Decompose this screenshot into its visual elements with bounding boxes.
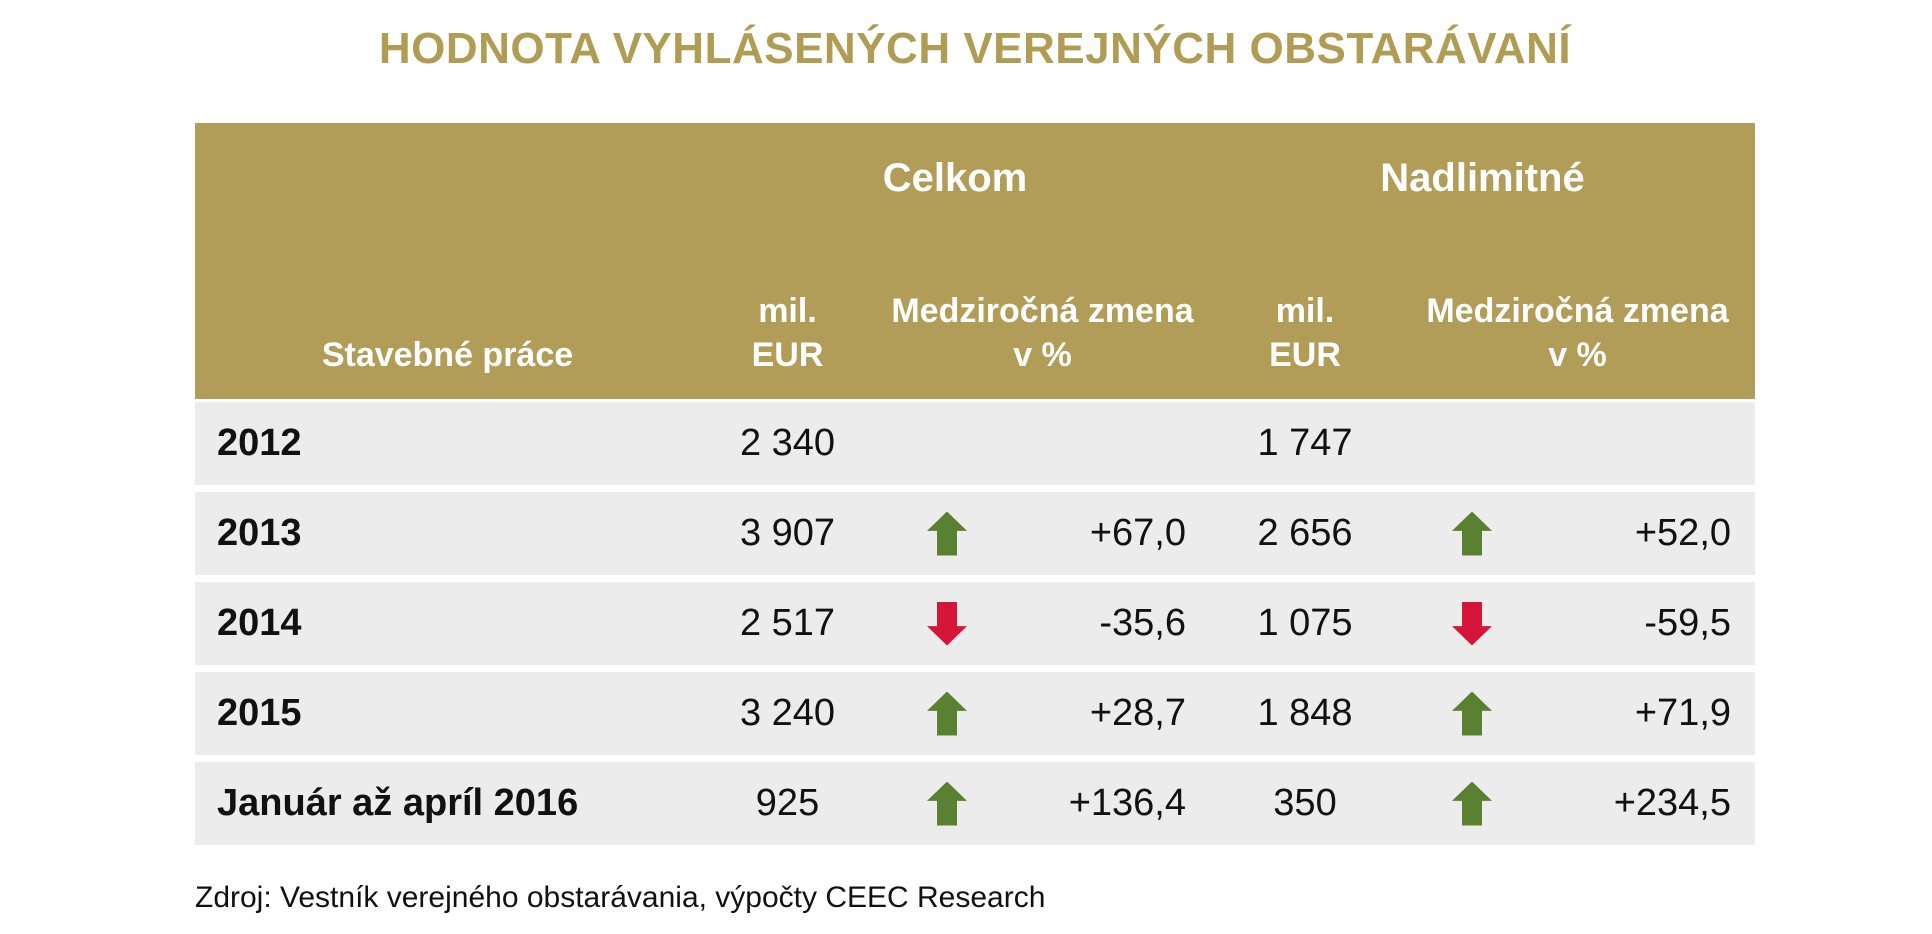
celkom-change-cell [875, 400, 1210, 489]
trend-arrow-icon [1452, 511, 1492, 556]
trend-arrow-icon [1452, 781, 1492, 826]
chart-title: HODNOTA VYHLÁSENÝCH VEREJNÝCH OBSTARÁVAN… [378, 24, 1572, 73]
table-body: 2012 2 340 1 747 2013 [195, 400, 1756, 845]
table-row-2013: 2013 3 907 +67,0 2 656 +52,0 [195, 488, 1756, 579]
change-label: Medziročná zmena [1426, 292, 1729, 330]
trend-arrow-icon [1452, 601, 1492, 646]
change-unit-label: v % [1548, 336, 1607, 374]
row-label: Január až apríl 2016 [195, 758, 700, 845]
nadlimitne-value-cell: 350 [1210, 758, 1400, 845]
mil-label: mil. [758, 292, 817, 330]
celkom-change-value: +67,0 [1089, 512, 1186, 554]
nadlimitne-change-cell: +52,0 [1400, 488, 1756, 579]
nadlimitne-change-cell: +234,5 [1400, 758, 1756, 845]
row-label: 2014 [195, 578, 700, 669]
row-label: 2015 [195, 668, 700, 759]
trend-arrow-icon [927, 511, 967, 556]
eur-label: EUR [1269, 336, 1341, 374]
table-row-2014: 2014 2 517 -35,6 1 075 -59,5 [195, 578, 1756, 669]
trend-arrow-icon [1452, 691, 1492, 736]
mil-label: mil. [1275, 292, 1335, 330]
nadlimitne-change-value: -59,5 [1644, 602, 1732, 644]
nadlimitne-change-cell: +71,9 [1400, 668, 1756, 759]
source-note: Zdroj: Vestník verejného obstarávania, v… [195, 881, 1046, 914]
nadlimitne-value-cell: 1 075 [1210, 578, 1400, 669]
col-header-row-label: Stavebné práce [321, 336, 574, 374]
group-header-empty [195, 123, 700, 233]
col-header-celkom-mil-eur: mil. EUR [700, 233, 875, 401]
celkom-value-cell: 3 907 [700, 488, 875, 579]
nadlimitne-change-cell [1400, 400, 1756, 489]
celkom-change-value: -35,6 [1099, 602, 1186, 644]
celkom-value-cell: 2 340 [700, 400, 875, 489]
eur-label: EUR [751, 336, 824, 374]
nadlimitne-change-value: +71,9 [1634, 692, 1732, 734]
celkom-change-value: +136,4 [1068, 782, 1186, 824]
col-header-celkom-change: Medziročná zmena v % [875, 233, 1210, 401]
col-header-nadlimitne-change: Medziročná zmena v % [1400, 233, 1756, 401]
column-header-row: Stavebné práce mil. EUR Medziročná zmena… [195, 233, 1756, 401]
celkom-change-cell: +67,0 [875, 488, 1210, 579]
nadlimitne-change-cell: -59,5 [1400, 578, 1756, 669]
procurement-table: Celkom Nadlimitné Stavebné práce mil. EU… [195, 123, 1756, 845]
col-header-nadlimitne-mil-eur: mil. EUR [1210, 233, 1400, 401]
celkom-change-cell: +136,4 [875, 758, 1210, 845]
nadlimitne-value-cell: 2 656 [1210, 488, 1400, 579]
trend-arrow-icon [927, 781, 967, 826]
trend-arrow-icon [927, 601, 967, 646]
nadlimitne-value-cell: 1 747 [1210, 400, 1400, 489]
nadlimitne-value-cell: 1 848 [1210, 668, 1400, 759]
celkom-change-cell: +28,7 [875, 668, 1210, 759]
table-row-2015: 2015 3 240 +28,7 1 848 +71,9 [195, 668, 1756, 759]
change-unit-label: v % [1013, 336, 1072, 374]
trend-arrow-icon [927, 691, 967, 736]
change-label: Medziročná zmena [891, 292, 1194, 330]
celkom-value-cell: 925 [700, 758, 875, 845]
group-header-celkom: Celkom [700, 123, 1210, 233]
group-header-nadlimitne: Nadlimitné [1210, 123, 1756, 233]
nadlimitne-change-value: +234,5 [1613, 782, 1732, 824]
celkom-change-value: +28,7 [1089, 692, 1186, 734]
celkom-value-cell: 2 517 [700, 578, 875, 669]
celkom-change-cell: -35,6 [875, 578, 1210, 669]
table-row-jan-apr-2016: Január až apríl 2016 925 +136,4 350 +234… [195, 758, 1756, 845]
nadlimitne-change-value: +52,0 [1634, 512, 1732, 554]
row-label: 2013 [195, 488, 700, 579]
page-container: HODNOTA VYHLÁSENÝCH VEREJNÝCH OBSTARÁVAN… [195, 0, 1756, 915]
row-label: 2012 [195, 400, 700, 489]
group-header-row: Celkom Nadlimitné [195, 123, 1756, 233]
celkom-value-cell: 3 240 [700, 668, 875, 759]
col-header-stavebne-prace: Stavebné práce [195, 233, 700, 401]
table-row-2012: 2012 2 340 1 747 [195, 400, 1756, 489]
table-header: Celkom Nadlimitné Stavebné práce mil. EU… [195, 123, 1756, 401]
